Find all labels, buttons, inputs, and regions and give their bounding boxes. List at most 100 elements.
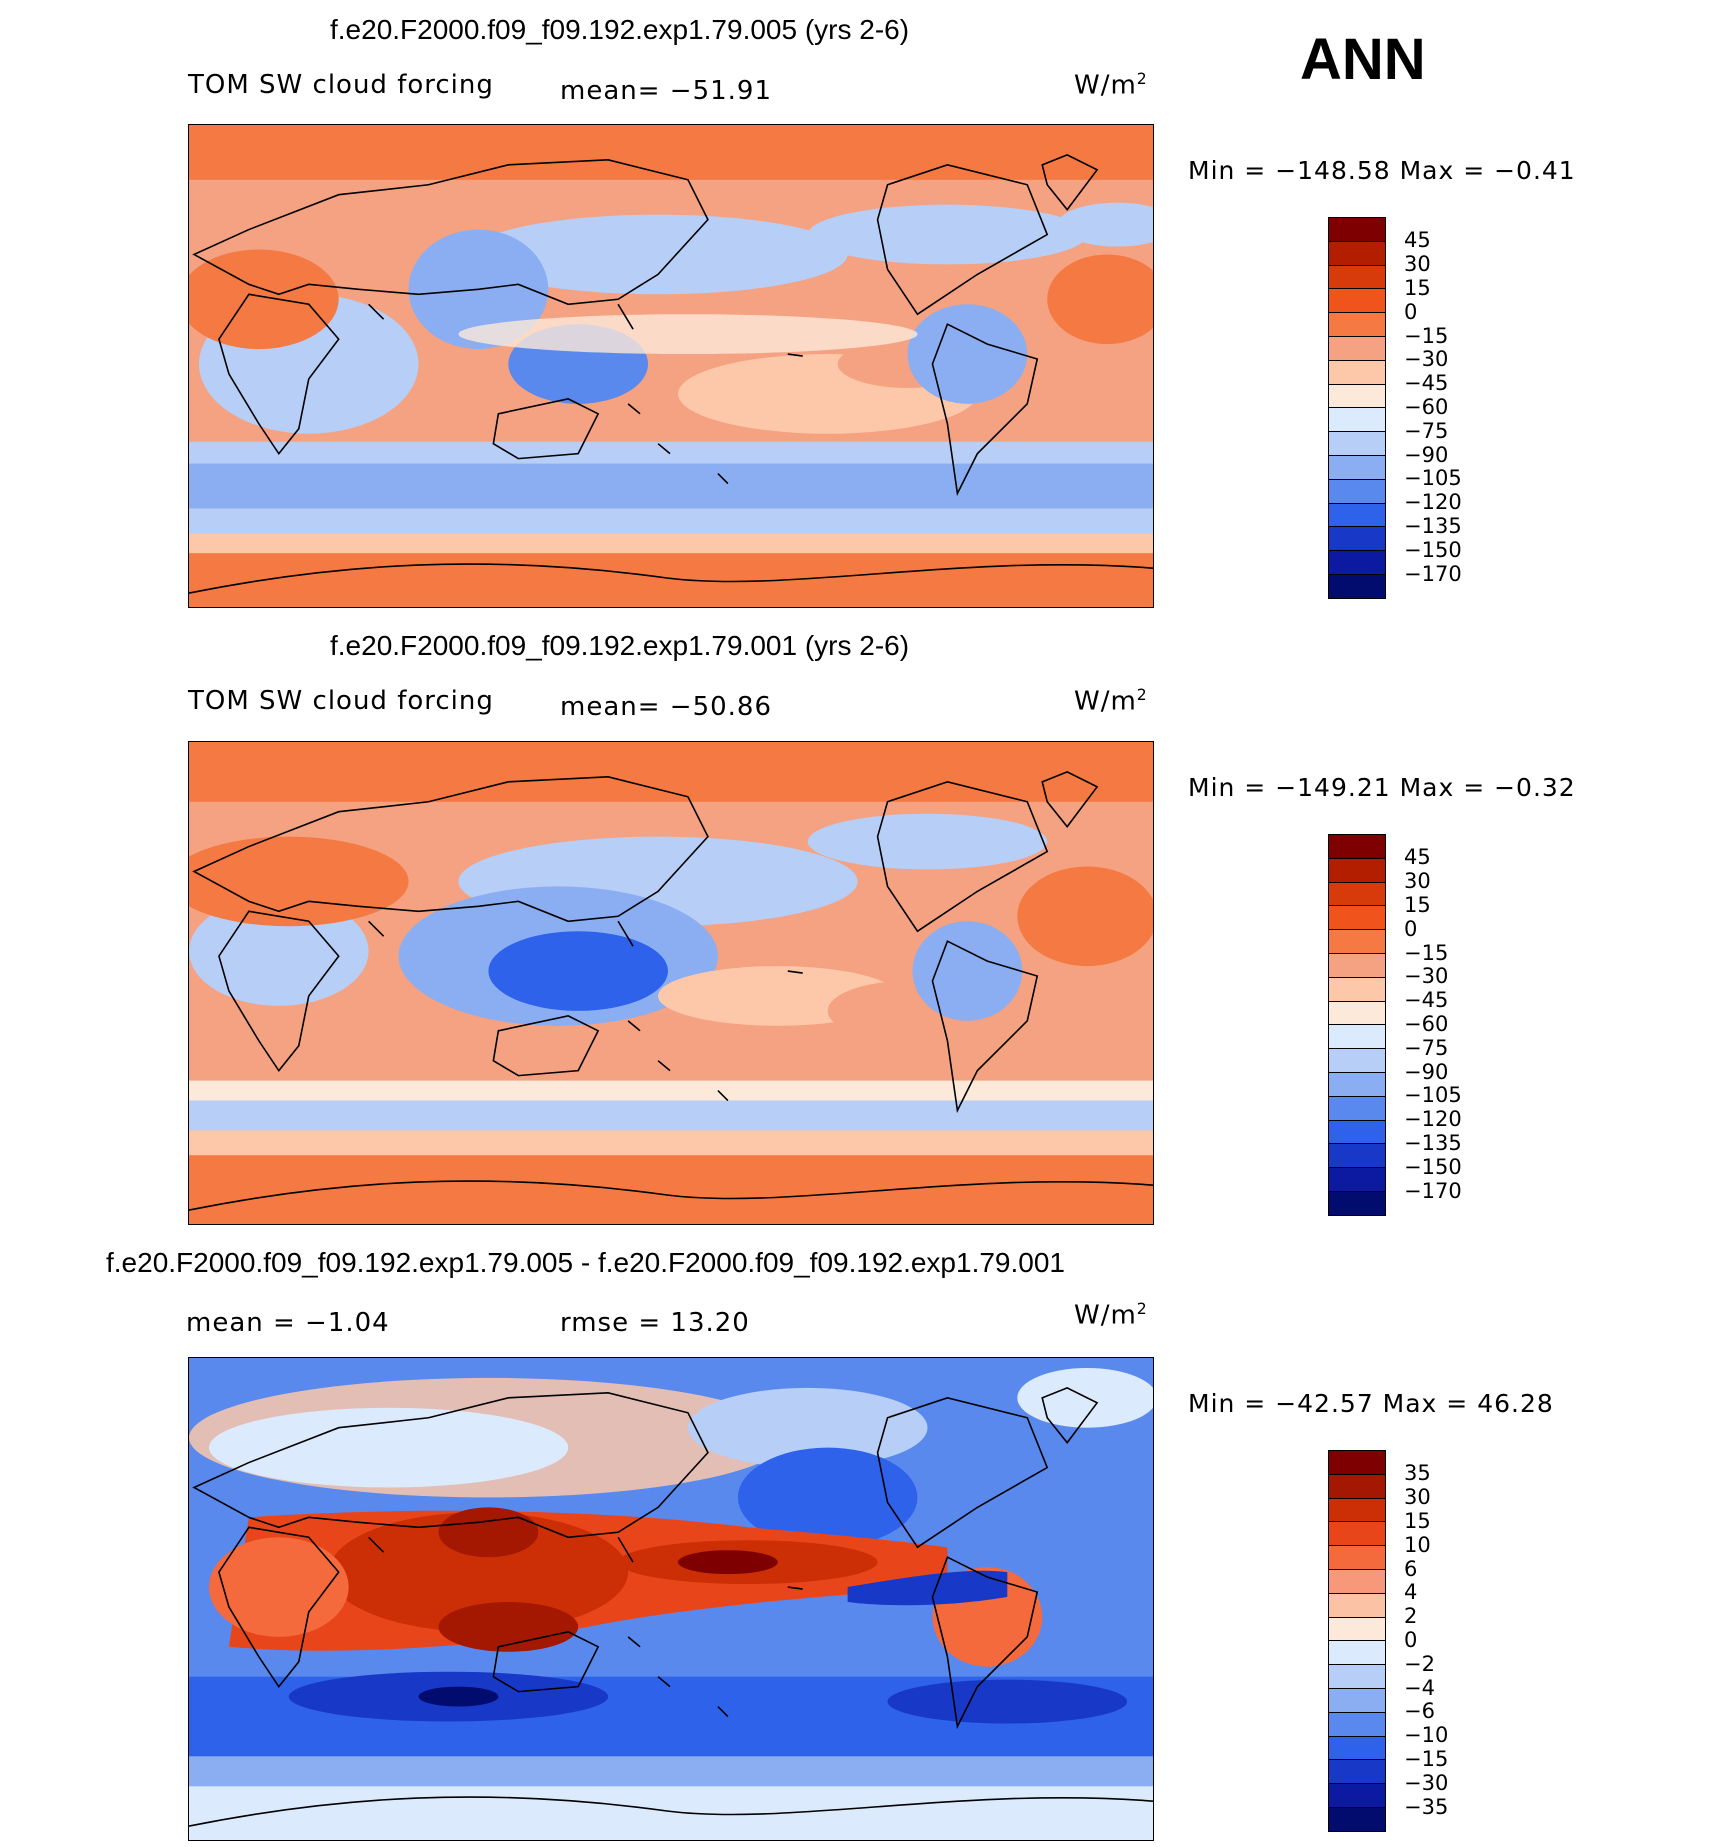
season-label: ANN bbox=[1300, 27, 1426, 92]
colorbar-swatch bbox=[1328, 1569, 1386, 1594]
colorbar-tick-label: −90 bbox=[1404, 1059, 1449, 1084]
colorbar-swatch bbox=[1328, 502, 1386, 528]
colorbar-swatch bbox=[1328, 834, 1386, 859]
panel-2-units: W/m2 bbox=[1074, 686, 1148, 717]
colorbar-tick-label: 30 bbox=[1404, 1485, 1431, 1510]
colorbar-swatch bbox=[1328, 550, 1386, 575]
panel-3-mean: mean = −1.04 bbox=[186, 1308, 390, 1338]
colorbar-tick-label: 10 bbox=[1404, 1532, 1431, 1557]
colorbar-tick-label: −120 bbox=[1404, 1107, 1462, 1132]
colorbar-tick-label: 15 bbox=[1404, 275, 1431, 300]
colorbar-tick-label: −15 bbox=[1404, 323, 1449, 348]
colorbar-swatch bbox=[1328, 1072, 1386, 1097]
colorbar-tick-label: −4 bbox=[1404, 1675, 1435, 1700]
colorbar-swatch bbox=[1328, 881, 1386, 907]
colorbar-swatch bbox=[1328, 217, 1386, 242]
colorbar-swatch bbox=[1328, 1688, 1386, 1713]
colorbar-tick-label: −120 bbox=[1404, 490, 1462, 515]
colorbar-tick-label: −135 bbox=[1404, 513, 1462, 538]
colorbar-swatch bbox=[1328, 1545, 1386, 1570]
colorbar-tick-label: −105 bbox=[1404, 1083, 1462, 1108]
colorbar-tick-label: −30 bbox=[1404, 964, 1449, 989]
colorbar-swatch bbox=[1328, 574, 1386, 599]
colorbar-swatch bbox=[1328, 336, 1386, 361]
colorbar-swatch bbox=[1328, 288, 1386, 314]
colorbar-swatch bbox=[1328, 1759, 1386, 1785]
colorbar-swatch bbox=[1328, 905, 1386, 931]
colorbar-tick-label: 15 bbox=[1404, 892, 1431, 917]
colorbar-tick-label: 6 bbox=[1404, 1556, 1418, 1581]
panel-3-title: f.e20.F2000.f09_f09.192.exp1.79.005 - f.… bbox=[106, 1247, 1065, 1278]
panel-1-field: TOM SW cloud forcing bbox=[188, 70, 494, 100]
panel-2-mean: mean= −50.86 bbox=[560, 692, 773, 722]
colorbar-tick-label: −170 bbox=[1404, 561, 1462, 586]
panel-2-minmax: Min = −149.21 Max = −0.32 bbox=[1188, 773, 1576, 802]
panel-1-map bbox=[188, 124, 1154, 608]
colorbar-tick-label: 30 bbox=[1404, 869, 1431, 894]
colorbar-tick-label: −45 bbox=[1404, 988, 1449, 1013]
colorbar-tick-label: 4 bbox=[1404, 1580, 1418, 1605]
colorbar-tick-label: −15 bbox=[1404, 940, 1449, 965]
colorbar-tick-label: −75 bbox=[1404, 1035, 1449, 1060]
colorbar-tick-label: 15 bbox=[1404, 1508, 1431, 1533]
colorbar-swatch bbox=[1328, 1000, 1386, 1026]
colorbar-swatch bbox=[1328, 1497, 1386, 1523]
colorbar-swatch bbox=[1328, 1807, 1386, 1832]
colorbar-swatch bbox=[1328, 1735, 1386, 1761]
panel-1-minmax: Min = −148.58 Max = −0.41 bbox=[1188, 156, 1576, 185]
colorbar-tick-label: 30 bbox=[1404, 252, 1431, 277]
panel-2-map bbox=[188, 741, 1154, 1225]
colorbar-tick-label: −150 bbox=[1404, 1154, 1462, 1179]
colorbar-tick-label: −105 bbox=[1404, 466, 1462, 491]
colorbar-tick-label: 45 bbox=[1404, 845, 1431, 870]
colorbar-tick-label: −60 bbox=[1404, 1011, 1449, 1036]
colorbar-swatch bbox=[1328, 359, 1386, 385]
colorbar-swatch bbox=[1328, 1048, 1386, 1073]
colorbar-swatch bbox=[1328, 1143, 1386, 1169]
colorbar-swatch bbox=[1328, 455, 1386, 480]
colorbar-tick-label: −150 bbox=[1404, 537, 1462, 562]
colorbar-swatch bbox=[1328, 976, 1386, 1002]
colorbar-tick-label: 0 bbox=[1404, 1627, 1418, 1652]
colorbar-tick-label: −2 bbox=[1404, 1651, 1435, 1676]
colorbar-tick-label: −10 bbox=[1404, 1723, 1449, 1748]
panel-1-title: f.e20.F2000.f09_f09.192.exp1.79.005 (yrs… bbox=[330, 14, 910, 45]
colorbar-tick-label: −75 bbox=[1404, 418, 1449, 443]
colorbar-swatch bbox=[1328, 1640, 1386, 1666]
colorbar-tick-label: −15 bbox=[1404, 1746, 1449, 1771]
colorbar-tick-label: −135 bbox=[1404, 1130, 1462, 1155]
colorbar-tick-label: −170 bbox=[1404, 1178, 1462, 1203]
colorbar-swatch bbox=[1328, 1167, 1386, 1192]
colorbar-swatch bbox=[1328, 1191, 1386, 1216]
panel-3-units: W/m2 bbox=[1074, 1300, 1148, 1331]
panel-3-map bbox=[188, 1357, 1154, 1841]
panel-3-minmax: Min = −42.57 Max = 46.28 bbox=[1188, 1389, 1554, 1418]
colorbar-swatch bbox=[1328, 1450, 1386, 1475]
panel-3-rmse: rmse = 13.20 bbox=[560, 1308, 750, 1338]
colorbar-tick-label: −35 bbox=[1404, 1794, 1449, 1819]
colorbar-tick-label: 0 bbox=[1404, 916, 1418, 941]
colorbar-swatch bbox=[1328, 264, 1386, 290]
colorbar-swatch bbox=[1328, 1664, 1386, 1689]
colorbar-swatch bbox=[1328, 240, 1386, 266]
colorbar-swatch bbox=[1328, 431, 1386, 456]
colorbar-swatch bbox=[1328, 1616, 1386, 1642]
colorbar-tick-label: −30 bbox=[1404, 1770, 1449, 1795]
colorbar-swatch bbox=[1328, 383, 1386, 409]
colorbar-swatch bbox=[1328, 1119, 1386, 1145]
colorbar-tick-label: 0 bbox=[1404, 299, 1418, 324]
colorbar-swatch bbox=[1328, 526, 1386, 552]
colorbar-swatch bbox=[1328, 1592, 1386, 1618]
colorbar-swatch bbox=[1328, 1473, 1386, 1499]
colorbar-swatch bbox=[1328, 1521, 1386, 1547]
colorbar-swatch bbox=[1328, 312, 1386, 337]
colorbar-swatch bbox=[1328, 1783, 1386, 1808]
colorbar-tick-label: 45 bbox=[1404, 228, 1431, 253]
colorbar-tick-label: −90 bbox=[1404, 442, 1449, 467]
panel-2-title: f.e20.F2000.f09_f09.192.exp1.79.001 (yrs… bbox=[330, 630, 910, 661]
colorbar-tick-label: −60 bbox=[1404, 394, 1449, 419]
colorbar-tick-label: −30 bbox=[1404, 347, 1449, 372]
colorbar-tick-label: −45 bbox=[1404, 371, 1449, 396]
colorbar-swatch bbox=[1328, 407, 1386, 433]
colorbar-swatch bbox=[1328, 1095, 1386, 1121]
